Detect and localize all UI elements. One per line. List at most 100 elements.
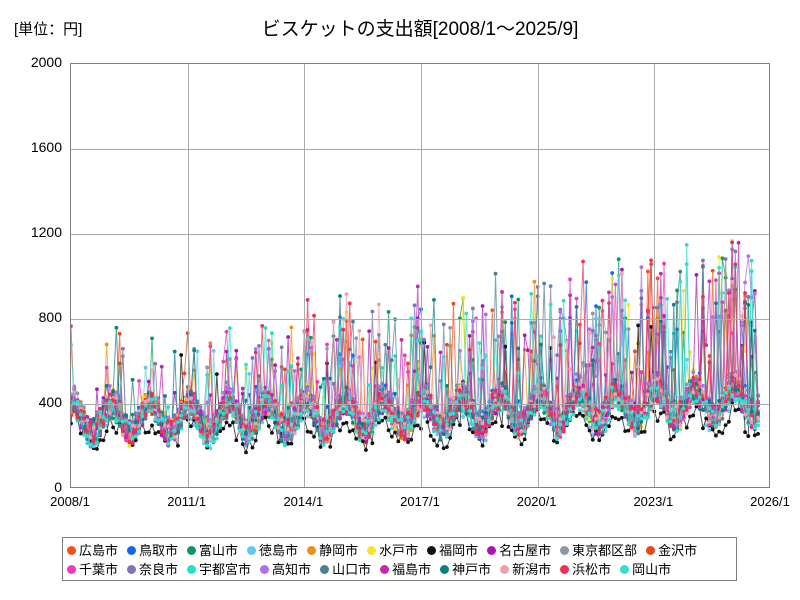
series-marker <box>726 409 731 414</box>
series-marker <box>600 408 605 413</box>
legend-item-広島市[interactable]: 広島市 <box>67 541 118 560</box>
series-marker <box>295 356 300 361</box>
series-marker <box>636 323 641 328</box>
legend-item-岡山市[interactable]: 岡山市 <box>620 560 671 579</box>
series-marker <box>334 422 339 427</box>
series-marker <box>150 368 154 373</box>
series-marker <box>71 413 73 418</box>
series-marker <box>383 404 388 409</box>
series-marker <box>548 422 553 427</box>
series-marker <box>710 268 715 273</box>
series-marker <box>594 416 598 421</box>
legend-item-富山市[interactable]: 富山市 <box>187 541 238 560</box>
series-marker <box>490 308 495 313</box>
series-marker <box>445 342 449 347</box>
series-marker <box>720 300 725 305</box>
legend-item-水戸市[interactable]: 水戸市 <box>367 541 418 560</box>
series-marker <box>234 420 239 425</box>
legend-item-東京都区部[interactable]: 東京都区部 <box>560 541 637 560</box>
series-marker <box>590 311 595 316</box>
series-marker <box>610 382 615 386</box>
series-marker <box>752 328 757 333</box>
series-marker <box>639 416 644 421</box>
series-marker <box>156 418 161 423</box>
series-marker <box>607 424 611 429</box>
series-marker <box>632 407 637 411</box>
series-marker <box>208 344 213 349</box>
series-marker <box>133 428 138 432</box>
legend-item-宇都宮市[interactable]: 宇都宮市 <box>187 560 251 579</box>
series-marker <box>739 399 744 404</box>
series-marker <box>389 434 394 439</box>
series-marker <box>334 337 339 342</box>
series-marker <box>370 309 375 314</box>
series-marker <box>539 334 543 339</box>
series-marker <box>153 431 158 436</box>
legend-item-名古屋市[interactable]: 名古屋市 <box>487 541 551 560</box>
series-marker <box>545 391 550 396</box>
series-marker <box>286 417 291 422</box>
legend-item-静岡市[interactable]: 静岡市 <box>307 541 358 560</box>
legend-item-福島市[interactable]: 福島市 <box>380 560 431 579</box>
series-marker <box>240 442 245 446</box>
series-marker <box>707 279 712 284</box>
series-marker <box>668 419 673 424</box>
series-marker <box>529 291 534 296</box>
series-marker <box>315 404 320 409</box>
series-marker <box>658 295 663 300</box>
legend-item-山口市[interactable]: 山口市 <box>320 560 371 579</box>
series-marker <box>146 430 151 435</box>
series-marker <box>519 418 524 423</box>
series-marker <box>710 420 715 425</box>
series-marker <box>435 411 440 415</box>
series-marker <box>150 423 154 428</box>
series-marker <box>603 425 608 430</box>
legend-item-高知市[interactable]: 高知市 <box>260 560 311 579</box>
series-marker <box>558 430 563 435</box>
legend-item-神戸市[interactable]: 神戸市 <box>440 560 491 579</box>
legend-marker-icon <box>67 546 76 555</box>
series-marker <box>613 416 618 421</box>
series-marker <box>422 337 427 342</box>
x-axis-tick-label: 2011/1 <box>167 494 207 509</box>
legend-item-新潟市[interactable]: 新潟市 <box>500 560 551 579</box>
series-marker <box>717 429 722 434</box>
series-marker <box>120 429 125 434</box>
series-marker <box>503 389 508 394</box>
series-marker <box>415 284 420 289</box>
series-marker <box>351 400 355 405</box>
legend-item-浜松市[interactable]: 浜松市 <box>560 560 611 579</box>
series-marker <box>172 413 177 417</box>
series-marker <box>694 374 699 379</box>
series-marker <box>658 319 663 323</box>
series-marker <box>564 339 569 344</box>
series-marker <box>665 296 670 301</box>
series-marker <box>707 419 712 424</box>
series-marker <box>273 425 278 429</box>
series-marker <box>587 327 592 332</box>
legend-item-千葉市[interactable]: 千葉市 <box>67 560 118 579</box>
series-marker <box>425 344 430 349</box>
legend-item-鳥取市[interactable]: 鳥取市 <box>127 541 178 560</box>
series-marker <box>649 401 653 405</box>
series-marker <box>98 432 103 437</box>
legend-item-福岡市[interactable]: 福岡市 <box>427 541 478 560</box>
series-marker <box>749 269 754 274</box>
series-marker <box>577 397 582 402</box>
series-marker <box>107 400 112 404</box>
series-marker <box>684 387 689 392</box>
series-marker <box>509 320 514 325</box>
legend-item-金沢市[interactable]: 金沢市 <box>646 541 697 560</box>
series-marker <box>389 358 394 363</box>
series-marker <box>130 436 135 441</box>
series-marker <box>746 416 751 421</box>
series-marker <box>730 240 735 245</box>
series-marker <box>500 424 504 429</box>
series-marker <box>71 342 73 347</box>
series-marker <box>279 412 284 417</box>
legend-item-奈良市[interactable]: 奈良市 <box>127 560 178 579</box>
legend-item-徳島市[interactable]: 徳島市 <box>247 541 298 560</box>
gridline-vertical <box>538 64 539 487</box>
series-marker <box>159 429 164 434</box>
legend-label: 浜松市 <box>572 562 612 577</box>
